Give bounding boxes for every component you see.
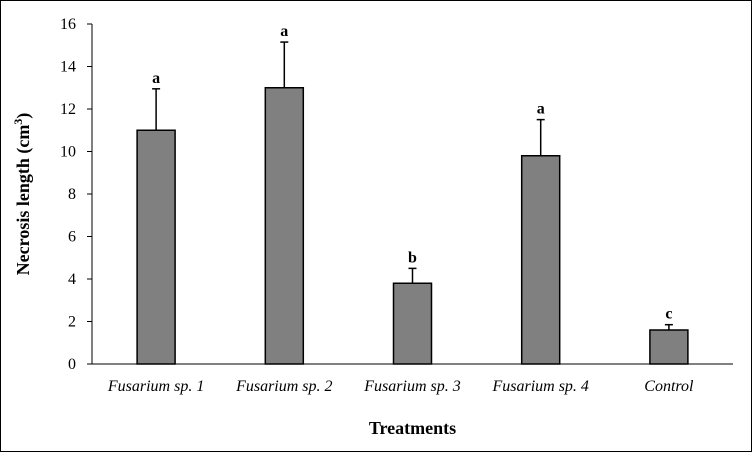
- y-tick-label: 14: [60, 59, 76, 76]
- significance-label: b: [408, 249, 417, 266]
- x-category-label: Fusarium sp. 1: [107, 378, 204, 395]
- y-tick-label: 10: [60, 144, 76, 161]
- y-tick-label: 12: [60, 101, 76, 118]
- x-category-labels: Fusarium sp. 1 Fusarium sp. 2 Fusarium sp.…: [107, 378, 694, 395]
- bars: [136, 87, 689, 365]
- y-tick-label: 2: [68, 314, 76, 331]
- significance-label: a: [152, 70, 160, 87]
- y-tick-label: 8: [68, 186, 76, 203]
- x-category-label: Control: [644, 378, 694, 395]
- y-tick-label: 16: [60, 16, 76, 33]
- error-bars: [152, 41, 673, 330]
- y-tick-label: 4: [68, 271, 76, 288]
- significance-labels: a a b a c: [152, 23, 672, 323]
- y-axis-title-superscript: 3: [11, 119, 25, 125]
- bar: [264, 87, 305, 365]
- x-category-label: Fusarium sp. 3: [363, 378, 460, 395]
- significance-label: a: [537, 101, 545, 118]
- bar: [520, 155, 561, 365]
- bar: [136, 129, 176, 365]
- x-category-label: Fusarium sp. 4: [491, 378, 588, 395]
- y-tick-label: 0: [68, 356, 76, 373]
- y-axis-title-text: Necrosis length (cm: [13, 125, 34, 276]
- y-tick-label: 6: [68, 229, 76, 246]
- bar: [649, 329, 689, 365]
- significance-label: a: [280, 23, 288, 40]
- x-axis-title: Treatments: [369, 418, 456, 438]
- y-axis-title-close: ): [13, 113, 34, 119]
- x-category-label: Fusarium sp. 2: [235, 378, 332, 395]
- bar: [392, 282, 433, 365]
- y-axis-title: Necrosis length (cm3): [11, 113, 34, 276]
- y-tick-labels: 0 2 4 6 8 10 12 14 16: [60, 16, 92, 373]
- significance-label: c: [665, 306, 672, 323]
